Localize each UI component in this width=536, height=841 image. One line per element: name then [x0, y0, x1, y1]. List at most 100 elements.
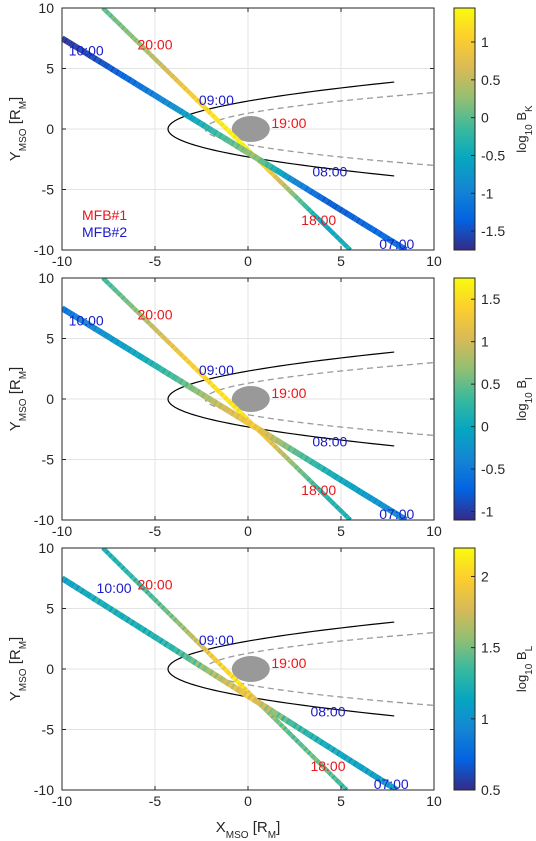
trajectory-segment	[118, 563, 124, 569]
trajectory-segment	[284, 443, 290, 450]
colorbar: 1.5 1 0.5 0 -0.5 -1 log10 BI	[453, 277, 535, 521]
time-label: 07:00	[379, 506, 414, 522]
trajectory-segment	[228, 672, 234, 678]
trajectory-segment	[174, 619, 180, 624]
trajectory-segment	[210, 397, 216, 405]
trajectory-segment	[301, 453, 307, 461]
trajectory-segment	[316, 192, 322, 200]
trajectory-segment	[98, 599, 105, 607]
trajectory-segment	[293, 194, 299, 200]
trajectory-mfb1	[101, 278, 352, 520]
trajectory-segment	[269, 440, 275, 446]
colorbar-tick-label: -1	[481, 185, 494, 201]
trajectory-segment	[327, 771, 333, 777]
trajectory-segment	[313, 483, 319, 489]
trajectory-segment	[223, 125, 229, 131]
trajectory-segment	[152, 56, 158, 62]
trajectory-segment	[215, 674, 222, 681]
trajectory-segment	[219, 122, 225, 128]
trajectory-segment	[246, 693, 253, 701]
trajectory-segment	[140, 44, 146, 50]
trajectory-segment	[81, 589, 88, 596]
trajectory-segment	[331, 501, 336, 507]
trajectory-segment	[70, 41, 76, 49]
trajectory-segment	[159, 63, 165, 69]
trajectory-segment	[338, 476, 344, 484]
trajectory-segment	[131, 35, 137, 41]
trajectory-segment	[323, 224, 329, 230]
trajectory-segment	[275, 711, 282, 719]
x-tick-label: 5	[337, 523, 345, 539]
trajectory-segment	[232, 141, 239, 149]
x-axis-label: XMSO [RM]	[216, 819, 280, 841]
trajectory-segment	[189, 362, 195, 368]
trajectory-segment	[126, 300, 131, 306]
trajectory-segment	[113, 608, 119, 616]
trajectory-segment	[356, 763, 363, 770]
trajectory-segment	[269, 434, 275, 441]
trajectory-segment	[209, 653, 215, 659]
trajectory-segment	[280, 714, 287, 722]
x-tick-label: -5	[149, 793, 162, 809]
trajectory-segment	[103, 548, 108, 554]
trajectory-mfb2	[62, 35, 408, 250]
y-tick-label: 5	[46, 331, 54, 347]
trajectory-segment	[207, 396, 214, 404]
trajectory-segment	[107, 334, 113, 342]
trajectory-segment	[328, 470, 334, 478]
trajectory-segment	[306, 731, 313, 739]
trajectory-segment	[258, 701, 265, 708]
x-tick-label: 10	[426, 253, 442, 269]
panel-3: 20:00 19:00 18:00 10:00 09:00 08:00 07:00 -10 -5…	[7, 540, 535, 809]
trajectory-segment	[149, 323, 154, 329]
trajectory-segment	[184, 357, 190, 363]
trajectory-segment	[153, 93, 160, 100]
trajectory-segment	[154, 58, 160, 64]
trajectory-segment	[116, 70, 123, 78]
trajectory-segment	[292, 463, 298, 469]
trajectory-segment	[151, 91, 157, 99]
trajectory-segment	[110, 15, 116, 20]
trajectory-segment	[203, 666, 210, 674]
trajectory-segment	[315, 215, 321, 221]
trajectory-segment	[183, 111, 189, 118]
trajectory-segment	[82, 49, 89, 56]
trajectory-segment	[166, 340, 172, 346]
trajectory-segment	[131, 305, 137, 311]
trajectory-segment	[213, 672, 220, 680]
trajectory-segment	[126, 346, 133, 354]
trajectory-segment	[217, 662, 223, 668]
trajectory-segment	[330, 472, 337, 479]
trajectory-segment	[163, 608, 169, 614]
trajectory-segment	[350, 484, 357, 491]
trajectory-segment	[173, 375, 180, 382]
trajectory-segment	[306, 456, 312, 464]
trajectory-segment	[207, 126, 214, 134]
colorbar-tick-label: -1.5	[481, 223, 505, 239]
trajectory-segment	[223, 678, 229, 686]
trajectory-segment	[291, 177, 298, 185]
trajectory-segment	[264, 161, 271, 168]
trajectory-segment	[335, 475, 342, 482]
trajectory-segment	[215, 400, 221, 408]
trajectory-segment	[215, 130, 221, 138]
trajectory-segment	[232, 411, 239, 419]
trajectory-segment	[345, 211, 352, 218]
trajectory-segment	[111, 556, 117, 562]
trajectory-segment	[211, 671, 217, 678]
trajectory-segment	[287, 731, 293, 737]
trajectory-segment	[293, 179, 300, 187]
trajectory-segment	[244, 692, 251, 699]
trajectory-segment	[276, 177, 282, 183]
trajectory-segment	[370, 226, 376, 233]
trajectory-segment	[291, 734, 296, 740]
colorbar-tick-label: -0.5	[481, 461, 505, 477]
trajectory-segment	[372, 497, 379, 505]
trajectory-segment	[313, 191, 320, 199]
trajectory-segment	[178, 108, 185, 115]
trajectory-segment	[380, 778, 387, 785]
trajectory-segment	[154, 328, 160, 334]
trajectory-segment	[181, 625, 187, 631]
